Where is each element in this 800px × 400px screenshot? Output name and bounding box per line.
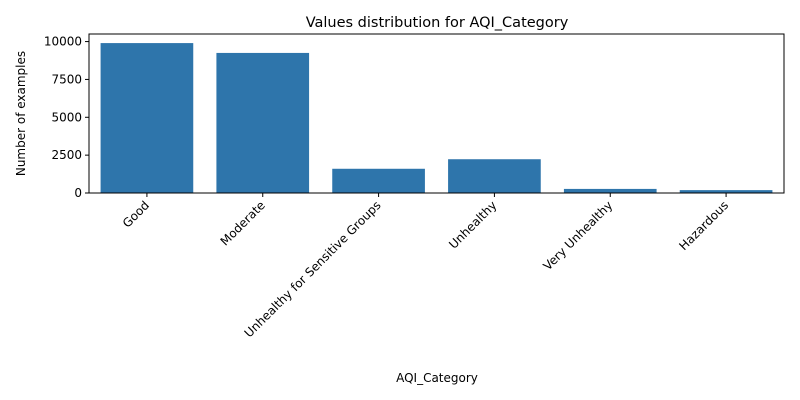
x-axis-label: AQI_Category [396, 371, 478, 385]
y-axis-label: Number of examples [14, 51, 28, 176]
plot-frame [88, 33, 785, 194]
y-tick-label: 10000 [44, 35, 82, 49]
bars [100, 43, 773, 194]
bar-very-unhealthy [563, 188, 657, 193]
bar-unhealthy-for-sensitive-groups [332, 168, 425, 193]
y-tick-label: 5000 [51, 110, 82, 124]
bar-hazardous [679, 190, 773, 193]
y-tick-label: 2500 [51, 148, 82, 162]
y-tick-label: 0 [74, 186, 82, 200]
chart-title: Values distribution for AQI_Category [306, 15, 569, 31]
bar-good [100, 43, 194, 194]
y-tick-label: 7500 [51, 72, 82, 86]
y-axis-ticks: 0 2500 5000 7500 10000 [44, 35, 89, 200]
bar-moderate [216, 52, 310, 193]
bar-unhealthy [448, 159, 541, 193]
